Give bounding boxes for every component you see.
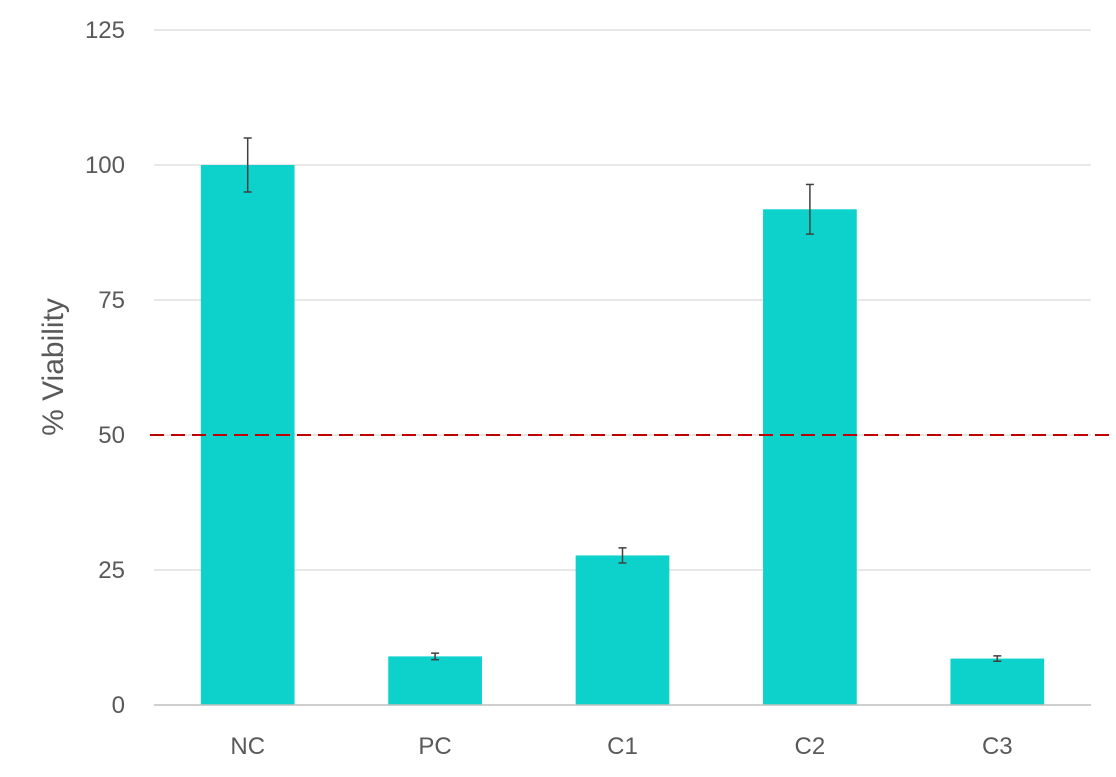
x-tick-labels: NC PC C1 C2 C3 bbox=[230, 733, 1012, 760]
x-tick-label: C2 bbox=[795, 733, 826, 760]
y-tick-label: 0 bbox=[112, 692, 125, 719]
error-bars bbox=[243, 137, 1002, 663]
y-tick-label: 125 bbox=[85, 17, 125, 44]
y-tick-label: 25 bbox=[98, 557, 125, 584]
error-bar-c1 bbox=[618, 547, 627, 564]
y-tick-label: 100 bbox=[85, 152, 125, 179]
bar-c2 bbox=[763, 209, 857, 705]
error-bar-c3 bbox=[993, 655, 1002, 663]
y-tick-label: 50 bbox=[98, 422, 125, 449]
x-tick-label: NC bbox=[230, 733, 265, 760]
y-axis-label: % Viability bbox=[37, 298, 70, 436]
error-bar-pc bbox=[431, 652, 440, 661]
x-tick-label: C1 bbox=[607, 733, 638, 760]
y-tick-label: 75 bbox=[98, 287, 125, 314]
bar-c3 bbox=[950, 658, 1045, 705]
bar-pc bbox=[388, 656, 482, 705]
error-bar-c2 bbox=[805, 183, 814, 235]
bar-c1 bbox=[575, 555, 670, 705]
y-tick-labels: 0 25 50 75 100 125 bbox=[85, 17, 125, 719]
x-tick-label: PC bbox=[418, 733, 451, 760]
error-bar-nc bbox=[243, 137, 252, 193]
x-tick-label: C3 bbox=[982, 733, 1013, 760]
